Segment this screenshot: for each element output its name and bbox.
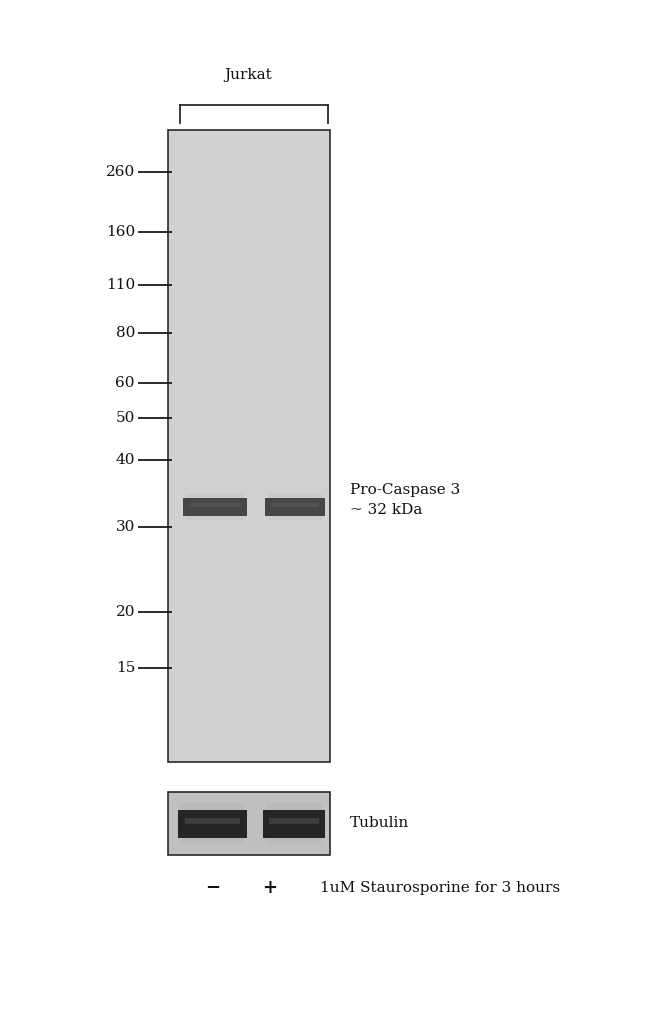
Text: +: + bbox=[263, 879, 278, 897]
Bar bbox=[268, 515, 322, 520]
Text: 40: 40 bbox=[116, 453, 135, 467]
Text: Pro-Caspase 3
~ 32 kDa: Pro-Caspase 3 ~ 32 kDa bbox=[350, 484, 460, 517]
Text: 60: 60 bbox=[116, 376, 135, 390]
Bar bbox=[271, 503, 319, 507]
Bar bbox=[265, 498, 325, 516]
Bar bbox=[181, 803, 244, 811]
Text: Tubulin: Tubulin bbox=[350, 816, 410, 830]
Bar bbox=[269, 818, 318, 824]
Text: 260: 260 bbox=[106, 165, 135, 179]
Text: 50: 50 bbox=[116, 411, 135, 425]
Text: 110: 110 bbox=[106, 278, 135, 292]
Text: 80: 80 bbox=[116, 326, 135, 340]
Bar bbox=[268, 494, 322, 499]
Bar bbox=[266, 836, 322, 844]
Text: 1uM Staurosporine for 3 hours: 1uM Staurosporine for 3 hours bbox=[320, 881, 560, 895]
Bar bbox=[266, 803, 322, 811]
Text: 160: 160 bbox=[106, 225, 135, 239]
Text: 30: 30 bbox=[116, 520, 135, 534]
Bar bbox=[185, 818, 240, 824]
Text: 15: 15 bbox=[116, 661, 135, 675]
Text: −: − bbox=[205, 879, 220, 897]
Bar bbox=[178, 810, 247, 837]
Text: 20: 20 bbox=[116, 605, 135, 619]
Bar bbox=[186, 494, 244, 499]
Bar bbox=[263, 810, 325, 837]
Bar bbox=[183, 498, 247, 516]
Bar bbox=[189, 503, 240, 507]
Bar bbox=[186, 515, 244, 520]
Bar bbox=[168, 130, 330, 762]
Bar bbox=[181, 836, 244, 844]
Text: Jurkat: Jurkat bbox=[224, 68, 272, 82]
Bar bbox=[168, 792, 330, 855]
